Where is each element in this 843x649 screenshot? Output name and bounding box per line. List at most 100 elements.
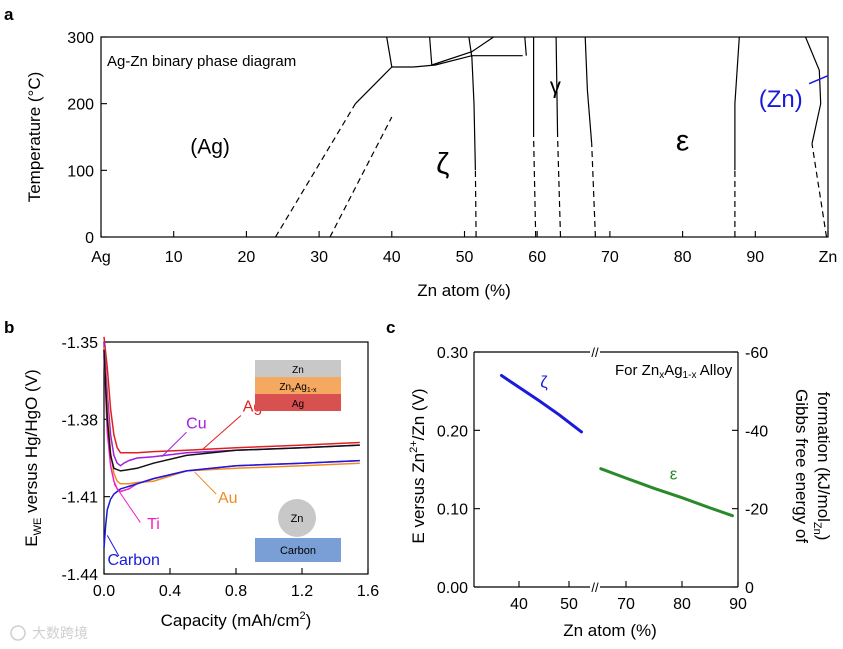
panel-label-b: b: [4, 318, 14, 337]
inset-carbon-label: Carbon: [280, 545, 316, 557]
alloy-series-label: ζ: [540, 372, 548, 391]
phase-boundary-solid: [524, 36, 527, 56]
voltage-x-tick-label: 0.4: [159, 583, 181, 600]
phase-boundary-dashed: [591, 143, 596, 238]
alloy-right-tick-label: 0: [745, 580, 754, 597]
phase-boundary-dashed: [557, 136, 562, 238]
carbon-pointer-line: [106, 535, 120, 557]
alloy-potential-panel: // // For ZnxAg1-x Alloy Zn atom (%) E ve…: [408, 345, 833, 640]
alloy-left-tick-label: 0.30: [437, 345, 468, 362]
alloy-legend-main: For Zn: [615, 362, 659, 379]
alloy-x-tick-label: 50: [560, 596, 578, 613]
voltage-curve-black: [103, 349, 360, 472]
phase-boundary-solid: [468, 36, 473, 58]
voltage-ticks: 0.0 0.4 0.8 1.2 1.6 -1.35 -1.38 -1.41 -1.44: [62, 335, 380, 600]
inset-layer-ag-label: Ag: [292, 399, 304, 410]
panel-label-a: a: [4, 5, 14, 24]
alloy-legend-end: Alloy: [696, 362, 732, 379]
alloy-series-lines: [500, 374, 734, 518]
voltage-y-label-rest: versus Hg/HgO (V): [22, 369, 41, 517]
phase-boundary-solid: [431, 36, 494, 66]
voltage-x-label-sup: 2: [300, 610, 306, 622]
phase-x-tick-label: 10: [165, 249, 183, 266]
phase-diagram-y-label: Temperature (°C): [25, 72, 44, 203]
phase-boundary-solid: [555, 36, 559, 138]
alloy-right-y-end: ): [814, 535, 833, 541]
phase-boundary-solid: [584, 36, 593, 144]
phase-x-tick-label: Zn: [819, 249, 838, 266]
phase-y-tick-label: 300: [67, 30, 94, 47]
phase-boundary-solid: [429, 36, 433, 66]
voltage-capacity-panel: EWE versus Hg/HgO (V) Capacity (mAh/cm2)…: [22, 335, 379, 630]
alloy-left-y-rest: /Zn (V): [409, 388, 428, 440]
inset-zn-sphere-label: Zn: [291, 513, 304, 525]
alloy-legend-mid: Ag: [664, 362, 682, 379]
phase-label: γ: [550, 74, 561, 99]
inset-zn-on-carbon: Zn Carbon: [255, 499, 341, 562]
phase-boundary-solid: [391, 55, 523, 68]
alloy-left-tick-label: 0.20: [437, 423, 468, 440]
alloy-x-tick-label: 70: [617, 596, 635, 613]
alloy-left-y-main: E versus Zn: [409, 453, 428, 544]
voltage-curve-label-ti: Ti: [147, 516, 160, 533]
phase-boundary-dashed: [474, 170, 477, 238]
au-pointer-line: [194, 471, 217, 495]
alloy-right-y-main: formation (kJ/mol: [814, 392, 833, 522]
inset-layer-stack: Zn ZnxAg1-x Ag: [255, 360, 341, 411]
voltage-x-tick-label: 0.0: [93, 583, 115, 600]
cu-pointer-line: [161, 431, 187, 458]
phase-diagram-title: Ag-Zn binary phase diagram: [107, 53, 296, 70]
voltage-x-tick-label: 0.8: [225, 583, 247, 600]
alloy-plot-frame: // //: [473, 345, 739, 595]
alloy-right-y-sub: Zn: [811, 522, 823, 535]
alloy-legend: For ZnxAg1-x Alloy: [615, 362, 733, 381]
phase-x-tick-label: Ag: [91, 249, 111, 266]
phase-diagram-x-label: Zn atom (%): [417, 281, 511, 300]
voltage-x-tick-label: 1.2: [291, 583, 313, 600]
inset-layer-ag: [255, 394, 341, 411]
alloy-left-y-label: E versus Zn2+/Zn (V): [408, 388, 428, 543]
phase-boundary-dashed: [329, 116, 393, 238]
alloy-x-tick-label: 40: [510, 596, 528, 613]
phase-label: ε: [676, 124, 689, 157]
alloy-series-label: ε: [670, 465, 678, 484]
voltage-x-tick-label: 1.6: [357, 583, 379, 600]
phase-boundary-solid: [386, 36, 393, 68]
phase-x-tick-label: 70: [601, 249, 619, 266]
phase-x-tick-label: 40: [383, 249, 401, 266]
axis-break-symbol: //: [591, 345, 599, 360]
phase-x-tick-label: 60: [528, 249, 546, 266]
voltage-curve-ag: [103, 336, 360, 454]
phase-boundary-solid: [734, 36, 740, 171]
alloy-right-tick-label: -20: [745, 502, 768, 519]
phase-boundary-solid: [354, 66, 393, 105]
phase-label: (Ag): [190, 136, 230, 159]
phase-label: ζ: [436, 148, 449, 181]
alloy-right-tick-label: -40: [745, 423, 768, 440]
inset-layer-znag-sub2: 1-x: [307, 387, 317, 394]
voltage-y-tick-label: -1.44: [62, 567, 99, 584]
alloy-series-line: [500, 374, 583, 434]
inset-layer-zn-label: Zn: [292, 365, 304, 376]
voltage-y-label-sub: WE: [32, 518, 44, 536]
voltage-curve-carbon: [103, 459, 360, 549]
phase-y-tick-label: 0: [85, 230, 94, 247]
alloy-left-y-sup: 2+: [408, 440, 420, 453]
phase-label: (Zn): [759, 86, 803, 113]
phase-diagram-ticks: Ag 10 20 30 40 50 60 70 80 90 Zn 0 100 200 300: [67, 30, 837, 266]
phase-boundary-lines: [274, 36, 829, 238]
alloy-right-y-label-1: Gibbs free energy of: [792, 389, 811, 543]
alloy-series-line: [599, 467, 734, 518]
zn-phase-pointer-line: [808, 74, 829, 85]
alloy-series-labels: ζε: [540, 372, 678, 483]
voltage-x-label-main: Capacity (mAh/cm: [161, 611, 300, 630]
voltage-curve-label-carbon: Carbon: [107, 552, 159, 569]
voltage-y-label: EWE versus Hg/HgO (V): [22, 369, 44, 546]
voltage-x-label: Capacity (mAh/cm2): [161, 610, 312, 630]
ag-pointer-line: [202, 415, 242, 450]
phase-x-tick-label: 20: [238, 249, 256, 266]
alloy-right-y-label-2: formation (kJ/molZn): [811, 392, 833, 541]
alloy-legend-sub2: 1-x: [683, 370, 697, 381]
voltage-y-tick-label: -1.38: [62, 412, 99, 429]
